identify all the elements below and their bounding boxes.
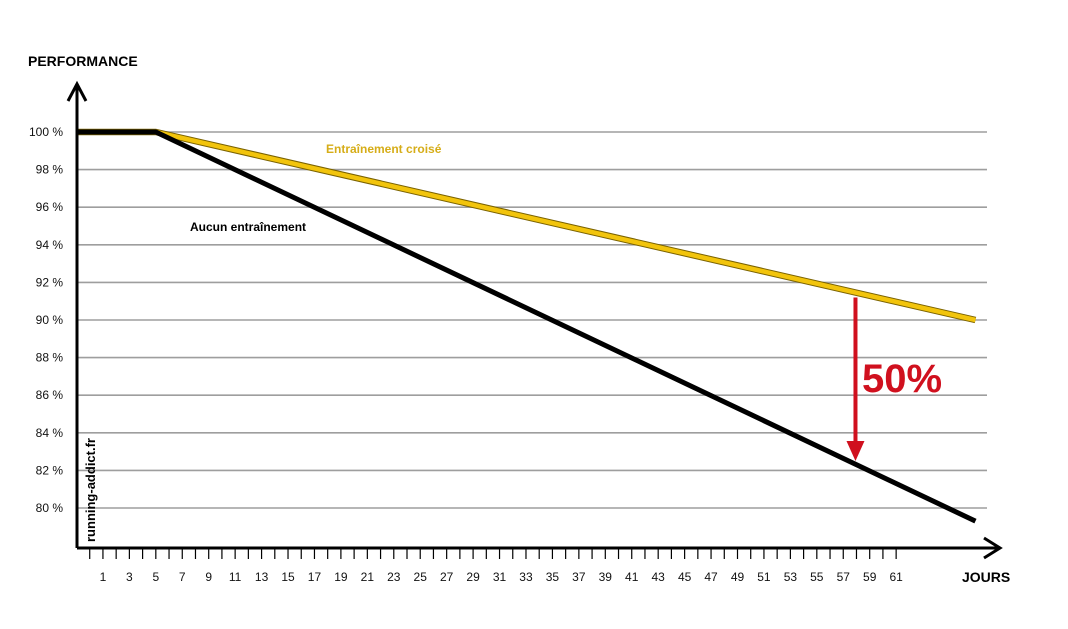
x-tick-label-19: 19 <box>334 570 348 584</box>
x-tick-label-41: 41 <box>625 570 639 584</box>
x-tick-label-11: 11 <box>229 570 242 584</box>
gridlines <box>77 131 987 509</box>
y-axis-title: PERFORMANCE <box>28 53 138 69</box>
y-tick-label-84: 84 % <box>36 426 64 440</box>
y-tick-label-92: 92 % <box>36 275 64 289</box>
y-tick-label-82: 82 % <box>36 463 64 477</box>
x-tick-label-49: 49 <box>731 570 745 584</box>
series-lines <box>76 128 977 524</box>
x-ticks: 1 3 5 7 9 11 13 15 17 19 21 23 25 27 29 31 33 35 37 39 41 43 4… <box>89 548 903 584</box>
x-tick-label-35: 35 <box>546 570 560 584</box>
watermark: running-addict.fr <box>83 438 98 542</box>
x-tick-label-57: 57 <box>837 570 851 584</box>
x-tick-label-9: 9 <box>205 570 212 584</box>
x-tick-label-53: 53 <box>784 570 798 584</box>
x-tick-label-45: 45 <box>678 570 692 584</box>
x-tick-label-43: 43 <box>652 570 666 584</box>
x-tick-label-39: 39 <box>599 570 613 584</box>
x-tick-label-59: 59 <box>863 570 877 584</box>
axes <box>66 80 1003 560</box>
x-tick-label-51: 51 <box>757 570 771 584</box>
y-tick-label-88: 88 % <box>36 351 64 365</box>
x-tick-label-7: 7 <box>179 570 186 584</box>
x-tick-label-5: 5 <box>152 570 159 584</box>
x-tick-label-31: 31 <box>493 570 507 584</box>
x-tick-label-29: 29 <box>466 570 480 584</box>
y-axis-arrow <box>66 80 88 102</box>
x-axis-title: JOURS <box>962 569 1010 585</box>
y-tick-labels: 100 % 98 % 96 % 94 % 92 % 90 % 88 % 86 % 84 % 82 … <box>29 125 63 515</box>
annotation-arrow-head <box>846 441 865 461</box>
x-tick-label-13: 13 <box>255 570 269 584</box>
y-tick-label-86: 86 % <box>36 388 64 402</box>
x-tick-label-3: 3 <box>126 570 133 584</box>
x-tick-label-33: 33 <box>519 570 533 584</box>
x-tick-label-25: 25 <box>414 570 428 584</box>
x-tick-label-1: 1 <box>100 570 107 584</box>
y-tick-label-96: 96 % <box>36 200 64 214</box>
y-tick-label-100: 100 % <box>29 125 63 139</box>
x-tick-label-55: 55 <box>810 570 824 584</box>
labels: Entraînement croisé Aucun entraînement 50%… <box>28 53 1010 585</box>
x-tick-label-61: 61 <box>889 570 903 584</box>
y-tick-label-98: 98 % <box>36 163 64 177</box>
x-tick-label-27: 27 <box>440 570 454 584</box>
y-tick-label-80: 80 % <box>36 501 64 515</box>
y-tick-label-90: 90 % <box>36 313 64 327</box>
x-tick-label-17: 17 <box>308 570 322 584</box>
x-axis-arrow <box>983 536 1003 560</box>
series-label-crosstraining: Entraînement croisé <box>326 142 442 156</box>
x-tick-label-23: 23 <box>387 570 401 584</box>
x-tick-label-37: 37 <box>572 570 586 584</box>
series-line-none <box>76 129 977 524</box>
x-tick-label-21: 21 <box>361 570 375 584</box>
y-tick-label-94: 94 % <box>36 238 64 252</box>
x-tick-label-47: 47 <box>704 570 718 584</box>
series-label-none: Aucun entraînement <box>190 220 306 234</box>
x-tick-label-15: 15 <box>281 570 295 584</box>
annotation-label: 50% <box>862 357 942 401</box>
